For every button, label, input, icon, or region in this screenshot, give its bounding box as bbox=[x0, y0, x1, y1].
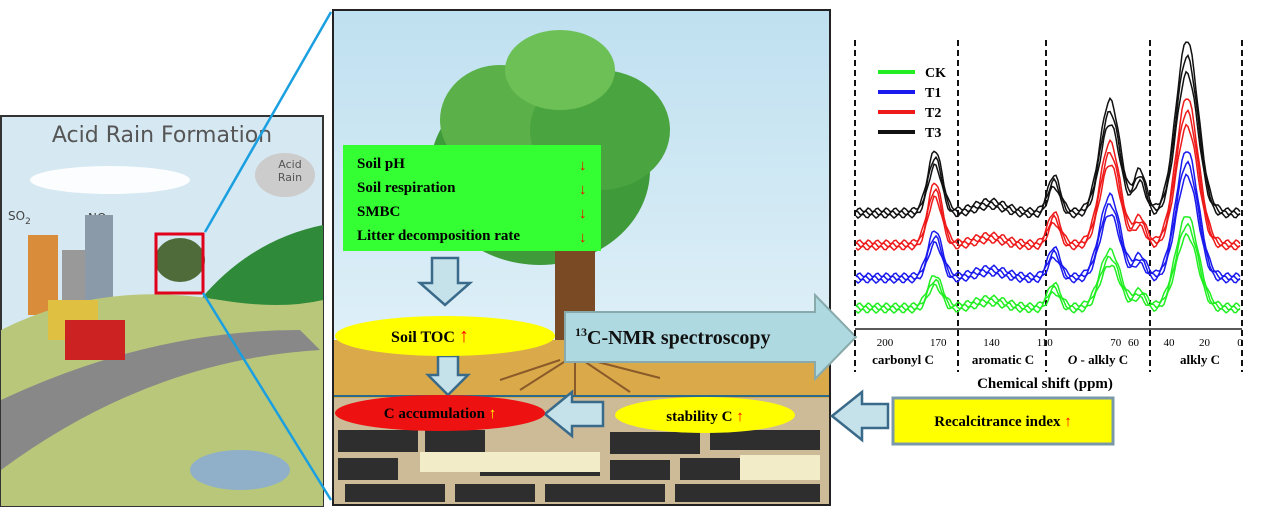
effect-label: SMBC bbox=[357, 204, 400, 220]
effect-arrow: ↓ bbox=[579, 158, 587, 174]
region-label: O - alkly C bbox=[1068, 352, 1128, 367]
x-axis-title: Chemical shift (ppm) bbox=[977, 376, 1113, 392]
center-panel bbox=[332, 9, 831, 506]
recalcitrance: Recalcitrance index ↑ bbox=[934, 414, 1071, 430]
spectrum-curve bbox=[855, 98, 1241, 245]
nmr-text: C-NMR spectroscopy bbox=[587, 327, 771, 349]
spectrum-curve bbox=[855, 160, 1241, 281]
so2-sub: 2 bbox=[25, 217, 31, 227]
rain-label: Rain bbox=[278, 171, 302, 184]
x-tick-label: 0 bbox=[1237, 337, 1243, 349]
c-accumulation-label: C accumulation bbox=[384, 406, 486, 422]
acid-label: Acid bbox=[278, 158, 301, 171]
spectrum-curve bbox=[855, 151, 1241, 278]
svg-text:SO2: SO2 bbox=[8, 209, 31, 227]
left-title: Acid Rain Formation bbox=[52, 123, 272, 148]
spectrum-curve bbox=[855, 173, 1241, 284]
c-accumulation-ellipse bbox=[335, 395, 545, 431]
stability-arrow: ↑ bbox=[736, 409, 744, 425]
legend-label: T1 bbox=[925, 86, 941, 101]
so2-label: SO bbox=[8, 209, 25, 223]
spectrum-curve bbox=[855, 232, 1241, 314]
stability-label: stability C bbox=[666, 409, 732, 425]
legend-label: CK bbox=[925, 66, 946, 81]
region-text: carbonyl C bbox=[872, 352, 934, 367]
c-accumulation-arrow: ↑ bbox=[489, 406, 497, 422]
spectrum-curve bbox=[855, 41, 1241, 213]
region-label: carbonyl C bbox=[872, 352, 934, 367]
effect-label: Litter decomposition rate bbox=[357, 228, 520, 244]
spectrum-curve bbox=[855, 70, 1241, 219]
x-tick-label: 70 bbox=[1110, 337, 1122, 349]
soil-toc-arrow: ↑ bbox=[459, 325, 469, 347]
stability-ellipse bbox=[615, 397, 795, 433]
spectrum-curve bbox=[855, 54, 1241, 216]
nmr-sup: 13 bbox=[575, 325, 587, 339]
x-tick-label: 40 bbox=[1164, 337, 1176, 349]
legend-label: T2 bbox=[925, 106, 941, 121]
region-label: aromatic C bbox=[972, 352, 1034, 367]
effect-arrow: ↓ bbox=[579, 206, 587, 222]
region-italic: O bbox=[1068, 352, 1078, 367]
region-label: alkly C bbox=[1180, 352, 1220, 367]
effect-label: Soil respiration bbox=[357, 180, 456, 196]
region-text: alkly C bbox=[1180, 352, 1220, 367]
spectrum-curve bbox=[855, 123, 1241, 251]
soil-toc-ellipse bbox=[335, 316, 555, 356]
soil-toc-label: Soil TOC bbox=[391, 329, 455, 346]
region-text: - alkly C bbox=[1080, 352, 1128, 367]
spectrum-curve bbox=[855, 108, 1241, 248]
spectrum-curve bbox=[855, 216, 1241, 308]
x-tick-label: 20 bbox=[1199, 337, 1211, 349]
nmr-label: 13C-NMR spectroscopy bbox=[575, 325, 771, 349]
x-tick-label: 200 bbox=[877, 337, 894, 349]
effect-label: Soil pH bbox=[357, 156, 405, 172]
recalcitrance-box bbox=[891, 396, 1115, 446]
x-tick-label: 140 bbox=[983, 337, 1000, 349]
recalcitrance-label: Recalcitrance index bbox=[934, 414, 1061, 430]
spectrum-curve bbox=[855, 222, 1241, 311]
soil-toc: Soil TOC ↑ bbox=[391, 325, 469, 347]
c-accumulation: C accumulation ↑ bbox=[384, 406, 497, 422]
x-tick-label: 60 bbox=[1128, 337, 1140, 349]
legend-label: T3 bbox=[925, 126, 941, 141]
region-text: aromatic C bbox=[972, 352, 1034, 367]
effect-arrow: ↓ bbox=[579, 230, 587, 246]
effects-box bbox=[343, 145, 601, 251]
stability-c: stability C ↑ bbox=[666, 409, 744, 425]
x-tick-label: 110 bbox=[1037, 337, 1054, 349]
recalcitrance-arrow: ↑ bbox=[1064, 414, 1072, 430]
x-tick-label: 170 bbox=[930, 337, 947, 349]
effect-arrow: ↓ bbox=[579, 182, 587, 198]
